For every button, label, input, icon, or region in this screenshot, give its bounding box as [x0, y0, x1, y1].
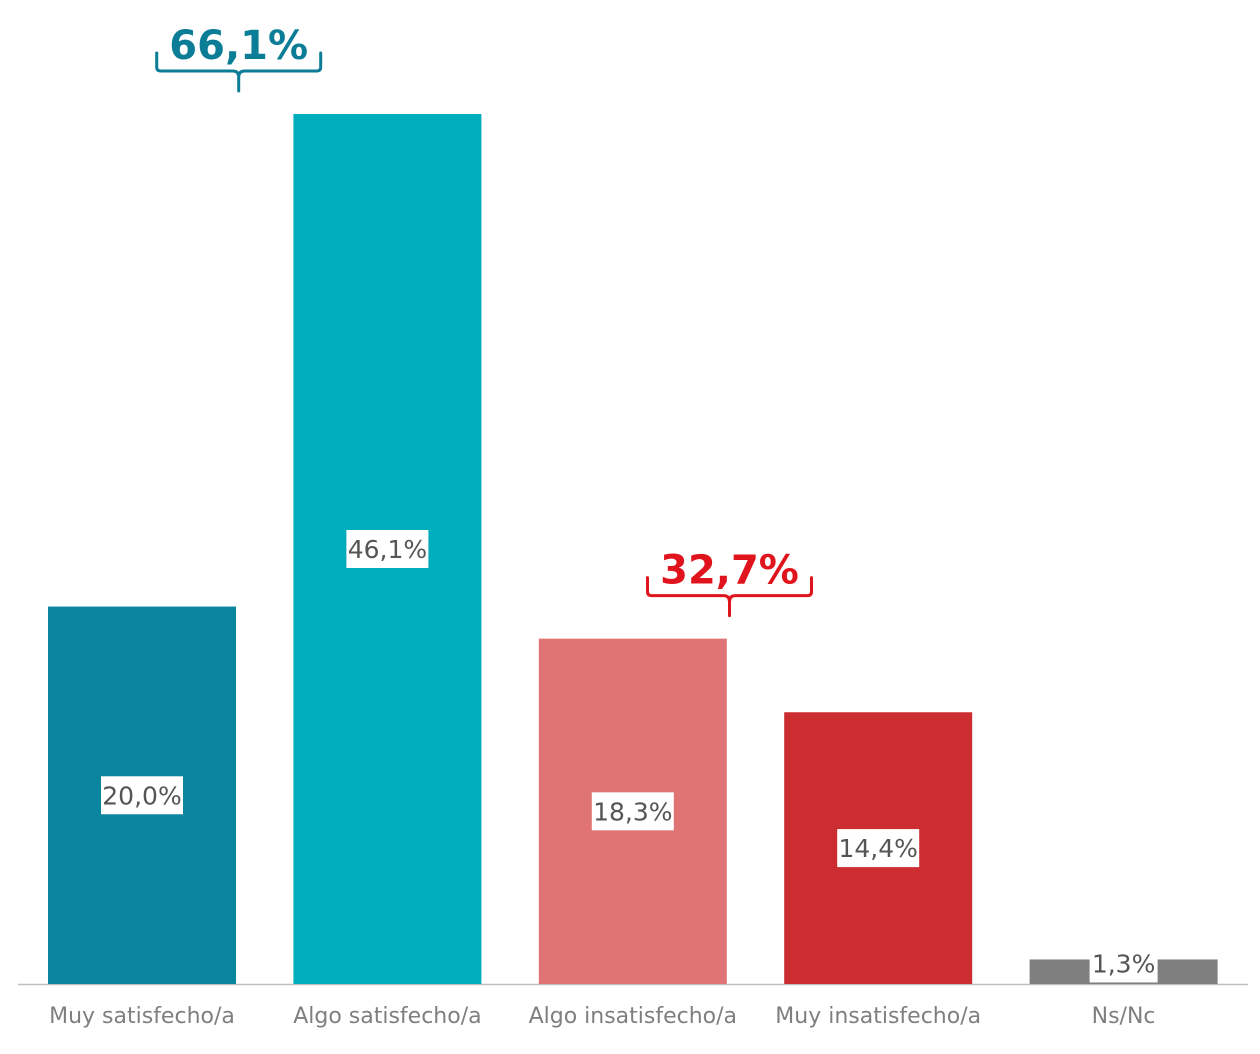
group-bracket-1: [646, 576, 813, 618]
category-label-muy-satisfecho-a: Muy satisfecho/a: [49, 1004, 235, 1029]
group-total-label-1: 32,7%: [660, 548, 799, 594]
value-label-ns-nc: 1,3%: [1092, 949, 1156, 978]
value-label-box-ns-nc: [1089, 944, 1158, 983]
group-total-label-0: 66,1%: [169, 23, 308, 69]
value-label-algo-insatisfecho-a: 18,3%: [593, 797, 672, 826]
value-label-muy-satisfecho-a: 20,0%: [102, 781, 181, 810]
category-label-algo-satisfecho-a: Algo satisfecho/a: [293, 1004, 481, 1029]
group-bracket-0: [155, 51, 323, 93]
value-label-box-algo-insatisfecho-a: [591, 792, 674, 831]
value-label-muy-insatisfecho-a: 14,4%: [838, 834, 917, 863]
value-label-algo-satisfecho-a: 46,1%: [348, 535, 427, 564]
category-label-muy-insatisfecho-a: Muy insatisfecho/a: [775, 1004, 981, 1029]
value-label-box-muy-satisfecho-a: [101, 776, 183, 815]
category-label-algo-insatisfecho-a: Algo insatisfecho/a: [529, 1004, 737, 1029]
category-label-ns-nc: Ns/Nc: [1092, 1004, 1156, 1029]
value-label-box-muy-insatisfecho-a: [837, 829, 920, 868]
value-label-box-algo-satisfecho-a: [346, 530, 429, 568]
